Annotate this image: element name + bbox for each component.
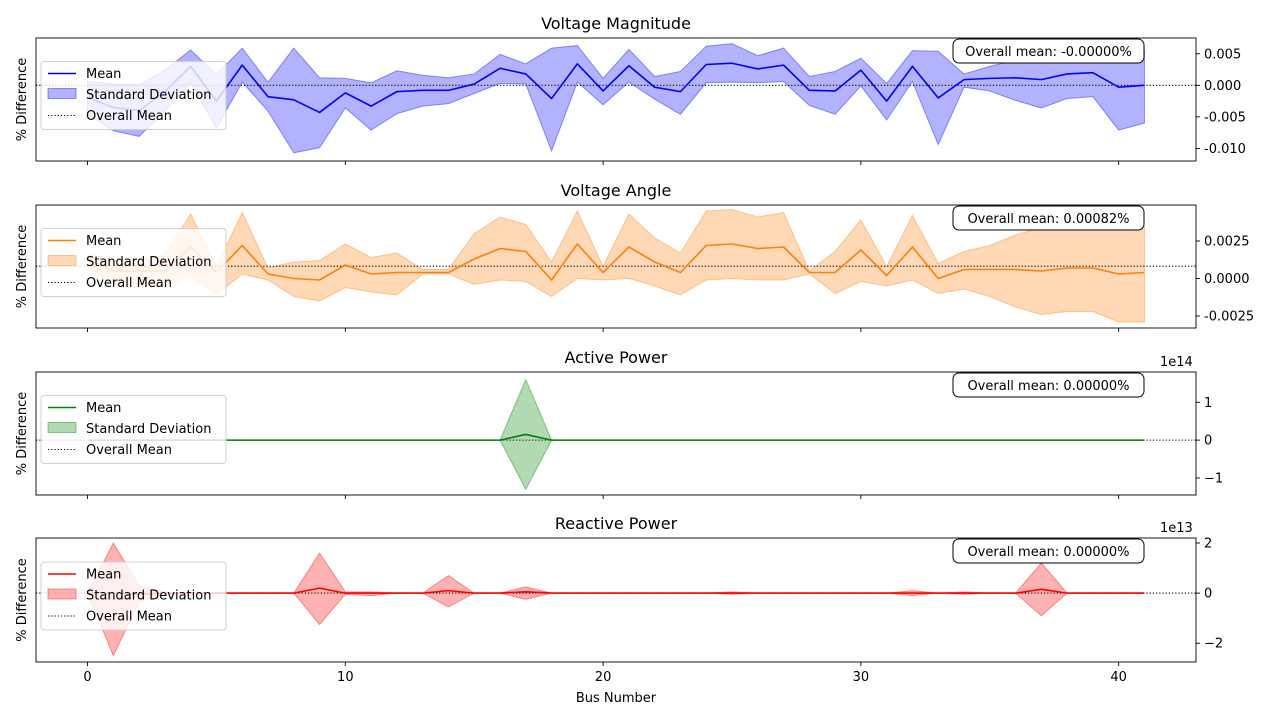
x-tick-label: 30 [853, 670, 870, 685]
x-tick-label: 0 [83, 670, 91, 685]
y-tick-label: 0 [1204, 434, 1212, 449]
offset-text: 1e13 [1160, 521, 1193, 536]
legend-mean-label: Mean [86, 568, 121, 583]
legend-overall-label: Overall Mean [86, 610, 172, 625]
y-tick-label: -0.0025 [1204, 310, 1254, 325]
mean-line [87, 433, 1145, 441]
legend-std-swatch [47, 588, 77, 600]
y-tick-label: 0.0025 [1204, 235, 1250, 250]
annotation-text: Overall mean: 0.00000% [967, 545, 1129, 560]
std-band [87, 541, 1145, 657]
panel-title: Active Power [565, 348, 668, 367]
legend: Mean Standard Deviation Overall Mean [40, 395, 227, 464]
panel-voltage-angle: Voltage Angle 0.0025 0.0000 -0.0025 % Differ… [15, 181, 1254, 332]
y-tick-label: 2 [1204, 537, 1212, 552]
legend-std-label: Standard Deviation [86, 255, 211, 270]
panel-voltage-magnitude: Voltage Magnitude 0.005 0.000 -0.005 -0.010%… [15, 14, 1246, 165]
mean-line [87, 587, 1145, 596]
annotation-text: Overall mean: 0.00082% [967, 212, 1129, 227]
panel-title: Reactive Power [555, 514, 678, 533]
legend-std-swatch [47, 255, 77, 266]
axes-frame [35, 537, 1197, 663]
mean-line [87, 62, 1145, 114]
y-tick-label: -0.010 [1204, 142, 1246, 157]
annotation-box [952, 538, 1145, 564]
legend-box [40, 228, 227, 297]
legend-mean-label: Mean [86, 234, 121, 249]
legend-overall-label: Overall Mean [86, 276, 172, 291]
y-axis-label: % Difference [15, 558, 30, 642]
annotation-text: Overall mean: -0.00000% [965, 45, 1132, 60]
annotation-box [952, 372, 1145, 398]
y-axis-label: % Difference [15, 392, 30, 476]
annotation-box [952, 205, 1145, 231]
axes-frame [35, 371, 1197, 496]
mean-line [87, 243, 1145, 281]
y-tick-label: -0.005 [1204, 110, 1246, 125]
y-tick-label: 1 [1204, 396, 1212, 411]
legend-mean-label: Mean [86, 67, 121, 82]
y-tick-label: 0.005 [1204, 47, 1241, 62]
overall-mean-annotation: Overall mean: 0.00000% [952, 372, 1145, 398]
y-tick-label: 0.000 [1204, 79, 1241, 94]
y-tick-label: 0 [1204, 587, 1212, 602]
legend-std-label: Standard Deviation [86, 589, 211, 604]
panel-title: Voltage Angle [561, 181, 672, 200]
y-tick-label: 0.0000 [1204, 272, 1250, 287]
panel-active-power: Active Power 1 0 −1 1e14 % Difference Overall … [15, 348, 1223, 499]
legend: Mean Standard Deviation Overall Mean [40, 561, 227, 631]
axes-frame [35, 37, 1197, 162]
legend-box [40, 561, 227, 631]
legend-box [40, 61, 227, 130]
legend-std-swatch [47, 422, 77, 433]
y-tick-label: −1 [1204, 471, 1223, 486]
overall-mean-annotation: Overall mean: 0.00082% [952, 205, 1145, 231]
overall-mean-annotation: Overall mean: -0.00000% [952, 38, 1145, 64]
offset-text: 1e14 [1160, 355, 1193, 370]
legend-std-swatch [47, 88, 77, 99]
axes-frame [35, 204, 1197, 329]
y-tick-label: −2 [1204, 637, 1223, 652]
x-tick-label: 40 [1110, 670, 1127, 685]
x-tick-label: 10 [337, 670, 354, 685]
legend-box [40, 395, 227, 464]
legend-mean-label: Mean [86, 401, 121, 416]
x-tick-label: 20 [595, 670, 612, 685]
legend: Mean Standard Deviation Overall Mean [40, 61, 227, 130]
annotation-text: Overall mean: 0.00000% [967, 379, 1129, 394]
x-axis-label: Bus Number [576, 691, 657, 706]
panel-title: Voltage Magnitude [541, 14, 691, 33]
y-axis-label: % Difference [15, 58, 30, 142]
legend: Mean Standard Deviation Overall Mean [40, 228, 227, 297]
legend-overall-label: Overall Mean [86, 443, 172, 458]
legend-overall-label: Overall Mean [86, 109, 172, 124]
legend-std-label: Standard Deviation [86, 422, 211, 437]
legend-std-label: Standard Deviation [86, 88, 211, 103]
y-axis-label: % Difference [15, 225, 30, 309]
overall-mean-annotation: Overall mean: 0.00000% [952, 538, 1145, 564]
annotation-box [952, 38, 1145, 64]
